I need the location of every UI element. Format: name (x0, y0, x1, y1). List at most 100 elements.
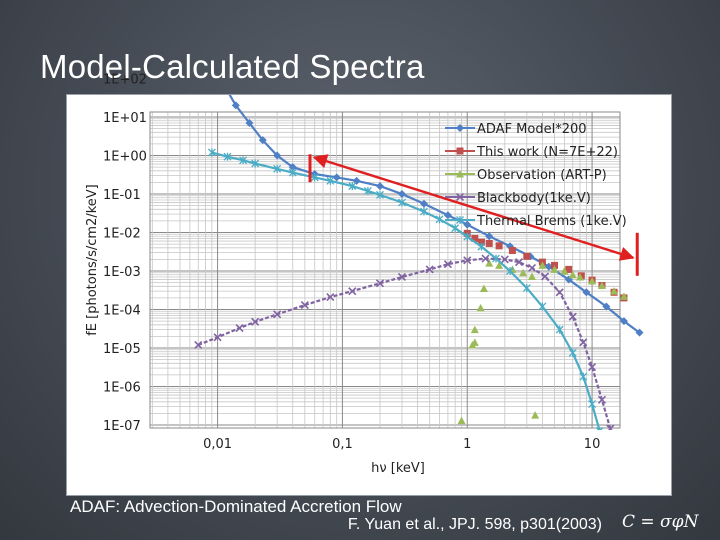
data-point (523, 252, 531, 260)
y-tick-label: 1E-01 (103, 188, 141, 203)
legend: ADAF Model*200 This work (N=7E+22) Observa… (445, 122, 627, 229)
x-tick-label: 10 (584, 437, 601, 452)
data-point (332, 173, 341, 182)
data-point (211, 68, 219, 76)
data-point (245, 118, 254, 127)
data-point (235, 323, 244, 333)
data-point (194, 36, 202, 44)
data-point (619, 317, 628, 326)
data-point (476, 303, 485, 312)
data-point (519, 268, 528, 277)
data-point (223, 152, 232, 161)
data-point (258, 136, 267, 145)
footer-definition: ADAF: Advection-Dominated Accretion Flow (70, 497, 402, 516)
data-point (288, 168, 297, 177)
data-point (551, 261, 559, 269)
series (194, 36, 644, 337)
data-point (508, 247, 516, 255)
data-point (477, 242, 486, 251)
data-point (273, 151, 282, 160)
data-point (588, 276, 597, 285)
data-point (485, 259, 494, 267)
y-axis-label-group: fE [photons/s/cm2/keV] (85, 184, 100, 336)
data-point (602, 302, 611, 311)
data-point (456, 124, 464, 132)
data-point (610, 287, 619, 295)
data-point (619, 292, 628, 300)
data-point (506, 267, 514, 275)
data-point (251, 159, 260, 168)
data-point (555, 325, 564, 334)
data-point (485, 232, 494, 241)
series-line (228, 95, 641, 334)
data-point (425, 265, 434, 274)
data-point (527, 263, 537, 273)
data-point (568, 348, 577, 357)
data-point (443, 211, 452, 220)
y-tick-label: 1E-06 (103, 381, 141, 396)
data-point (479, 284, 488, 293)
data-point (273, 310, 282, 319)
y-tick-label: 1E+00 (103, 150, 147, 165)
data-point (588, 362, 597, 372)
data-point (531, 411, 540, 419)
data-point (457, 416, 466, 425)
y-axis-label: fE [photons/s/cm2/keV] (85, 184, 100, 336)
legend-label: Observation (ART-P) (477, 168, 607, 183)
slide-title: Model-Calculated Spectra (40, 48, 425, 85)
data-point (595, 426, 604, 430)
y-tick-label: 1E+02 (103, 73, 147, 88)
data-point (606, 424, 615, 430)
data-point (435, 215, 444, 224)
x-tick-label: 0,01 (203, 437, 232, 452)
data-point (560, 267, 569, 275)
data-point (375, 182, 384, 191)
y-tick-label: 1E-04 (103, 304, 141, 319)
data-point (579, 372, 588, 381)
data-point (538, 261, 547, 269)
data-point (579, 338, 588, 347)
data-point (300, 301, 309, 310)
data-point (273, 164, 282, 173)
formula: C = σφN (622, 512, 699, 532)
legend-label: ADAF Model*200 (477, 122, 587, 137)
data-point (451, 224, 460, 233)
data-point (568, 270, 577, 279)
data-point (582, 288, 591, 297)
data-point (326, 293, 335, 302)
data-point (588, 400, 597, 409)
data-point (522, 284, 531, 293)
data-point (419, 199, 428, 208)
legend-label: This work (N=7E+22) (476, 145, 618, 160)
annotation-group (308, 154, 639, 276)
legend-label: Thermal Brems (1ke.V) (476, 214, 627, 229)
data-point (495, 242, 503, 250)
series-line (197, 257, 612, 430)
data-point (456, 170, 464, 178)
data-point (470, 338, 479, 346)
data-point (597, 395, 607, 404)
data-point (550, 265, 559, 273)
x-axis-label: hν [keV] (371, 461, 425, 476)
y-tick-label: 1E+01 (103, 111, 147, 126)
y-tick-labels: 1E+02 1E+01 1E+00 1E-01 1E-02 1E-03 1E-04 1E-05… (103, 73, 147, 435)
data-point (635, 328, 644, 337)
data-point (375, 279, 385, 288)
data-point (456, 147, 464, 155)
data-point (352, 176, 361, 185)
data-point (288, 163, 297, 172)
data-point (575, 272, 584, 281)
data-point (565, 265, 573, 273)
data-point (207, 148, 216, 157)
data-point (251, 317, 260, 326)
data-point (597, 281, 606, 290)
footer-citation: F. Yuan et al., JPJ. 598, p301(2003) (347, 516, 602, 533)
y-tick-label: 1E-03 (103, 265, 141, 280)
data-point (348, 287, 357, 296)
annotation-arrow (312, 154, 635, 261)
data-point (544, 262, 553, 271)
series (194, 254, 615, 430)
data-point (495, 261, 504, 269)
data-point (538, 302, 547, 311)
